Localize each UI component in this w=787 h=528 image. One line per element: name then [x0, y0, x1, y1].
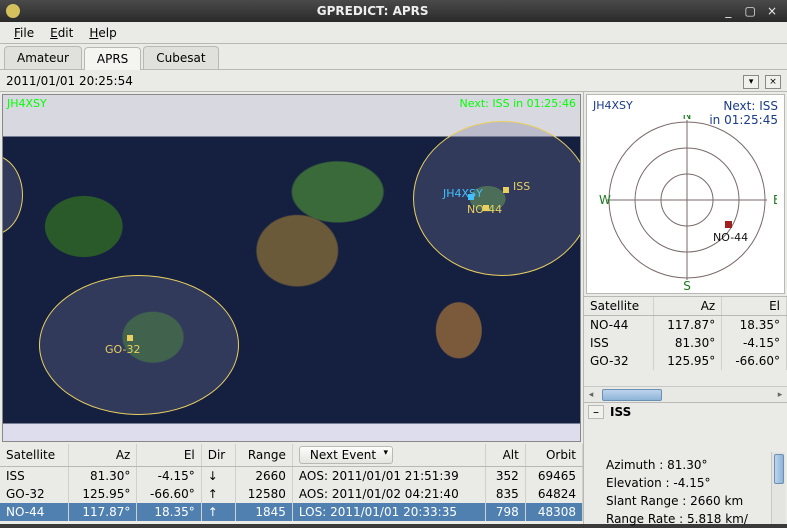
table-row[interactable]: NO-44117.87°18.35° [584, 316, 787, 335]
azel-table: Satellite Az El NO-44117.87°18.35°ISS81.… [584, 296, 787, 386]
table-row[interactable]: GO-32125.95°-66.60°↑12580AOS: 2011/01/02… [0, 485, 583, 503]
table-row[interactable]: ISS81.30°-4.15°↓2660AOS: 2011/01/01 21:5… [0, 467, 583, 486]
footprint-iss [413, 121, 581, 276]
tab-amateur[interactable]: Amateur [4, 46, 82, 69]
polar-sat-label: NO-44 [713, 231, 748, 244]
col2-satellite[interactable]: Satellite [584, 297, 653, 316]
satellite-table: Satellite Az El Dir Range Next Event Alt… [0, 444, 583, 524]
window-controls: _ ▢ × [719, 4, 781, 18]
menubar: File Edit Help [0, 22, 787, 44]
polar-view[interactable]: JH4XSY Next: ISSin 01:25:45 N S E W NO-4… [586, 94, 785, 294]
tab-aprs[interactable]: APRS [84, 47, 141, 70]
col-dir[interactable]: Dir [201, 444, 235, 467]
map-callsign: JH4XSY [7, 97, 47, 110]
col-satellite[interactable]: Satellite [0, 444, 69, 467]
azel-scrollbar[interactable]: ◂▸ [584, 386, 787, 402]
detail-sat-name: ISS [610, 405, 631, 450]
tab-cubesat[interactable]: Cubesat [143, 46, 218, 69]
options-icon[interactable]: ▾ [743, 75, 759, 89]
footprint-edge [2, 155, 23, 235]
menu-edit[interactable]: Edit [42, 26, 81, 40]
menu-file[interactable]: File [6, 26, 42, 40]
maximize-button[interactable]: ▢ [741, 4, 759, 18]
col-el[interactable]: El [137, 444, 201, 467]
qth-label: JH4XSY [443, 187, 483, 200]
col-next-event[interactable]: Next Event [292, 444, 485, 467]
detail-list: Azimuth : 81.30°Elevation : -4.15°Slant … [584, 452, 787, 524]
col-alt[interactable]: Alt [485, 444, 525, 467]
col2-el[interactable]: El [722, 297, 787, 316]
polar-sat-marker[interactable] [725, 221, 732, 228]
app-icon [6, 4, 20, 18]
detail-item: Elevation : -4.15° [606, 474, 783, 492]
menu-help[interactable]: Help [81, 26, 124, 40]
compass-n: N [683, 115, 692, 122]
sat-label-go32: GO-32 [105, 343, 140, 356]
detail-expander-icon[interactable]: – [588, 405, 604, 419]
col-orbit[interactable]: Orbit [525, 444, 582, 467]
world-map[interactable]: JH4XSY Next: ISS in 01:25:46 JH4XSY ISS … [2, 94, 581, 442]
sat-marker-iss[interactable] [503, 187, 509, 193]
table-row[interactable]: GO-32125.95°-66.60° [584, 352, 787, 370]
current-time: 2011/01/01 20:25:54 [6, 74, 133, 88]
compass-s: S [683, 279, 691, 290]
detail-header: – ISS [584, 402, 787, 452]
detail-item: Slant Range : 2660 km [606, 492, 783, 510]
polar-callsign: JH4XSY [593, 99, 633, 112]
table-row[interactable]: NO-44117.87°18.35°↑1845LOS: 2011/01/01 2… [0, 503, 583, 521]
titlebar: GPREDICT: APRS _ ▢ × [0, 0, 787, 22]
window-title: GPREDICT: APRS [26, 4, 719, 18]
polar-plot: N S E W [597, 115, 777, 290]
table-row[interactable]: ISS81.30°-4.15° [584, 334, 787, 352]
close-module-icon[interactable]: × [765, 75, 781, 89]
compass-e: E [773, 193, 777, 207]
minimize-button[interactable]: _ [719, 4, 737, 18]
sat-marker-go32[interactable] [127, 335, 133, 341]
col-range[interactable]: Range [235, 444, 292, 467]
time-bar: 2011/01/01 20:25:54 ▾ × [0, 70, 787, 92]
sat-label-iss: ISS [513, 180, 530, 193]
sat-label-no44: NO-44 [467, 203, 502, 216]
detail-item: Range Rate : 5.818 km/ [606, 510, 783, 528]
tab-bar: Amateur APRS Cubesat [0, 44, 787, 70]
map-next-event: Next: ISS in 01:25:46 [460, 97, 576, 110]
compass-w: W [599, 193, 611, 207]
col-az[interactable]: Az [69, 444, 137, 467]
detail-item: Azimuth : 81.30° [606, 456, 783, 474]
detail-scrollbar[interactable] [771, 452, 785, 524]
col2-az[interactable]: Az [653, 297, 721, 316]
close-button[interactable]: × [763, 4, 781, 18]
